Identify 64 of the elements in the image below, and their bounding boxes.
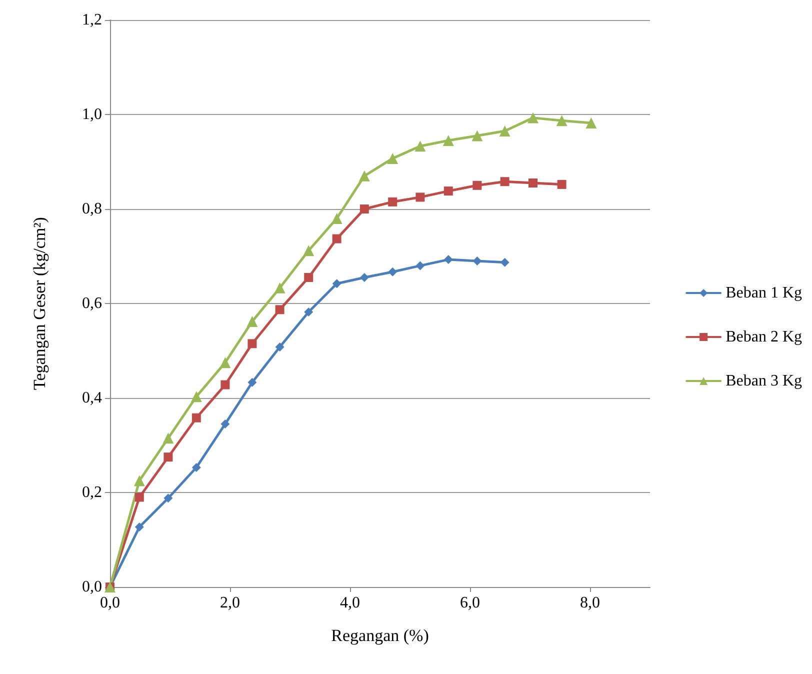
y-tick-label: 0,8	[82, 200, 102, 218]
point	[274, 282, 286, 294]
y-tick-label: 0,6	[82, 295, 102, 312]
point	[472, 256, 482, 266]
point	[134, 492, 144, 502]
point	[416, 261, 425, 270]
point	[360, 273, 369, 282]
point	[304, 308, 314, 317]
point	[444, 255, 453, 264]
point	[556, 115, 568, 126]
point	[500, 258, 510, 267]
y-axis-title: Tegangan Geser (kg/cm²)	[30, 217, 49, 390]
point	[331, 212, 342, 224]
legend-label: Beban 1 Kg	[726, 284, 802, 302]
x-tick-label: 8,0	[580, 594, 600, 612]
point	[388, 267, 398, 276]
y-tick-label: 1,2	[82, 12, 102, 28]
point	[442, 134, 454, 146]
point	[387, 152, 398, 164]
point	[134, 522, 144, 532]
point	[220, 380, 230, 390]
point	[304, 273, 314, 282]
point	[134, 475, 145, 486]
point	[414, 140, 426, 152]
point	[192, 413, 201, 422]
legend-label: Beban 2 Kg	[726, 328, 802, 346]
point	[332, 234, 342, 244]
point	[472, 180, 482, 190]
point	[358, 170, 370, 182]
x-tick-label: 6,0	[460, 594, 480, 612]
point	[444, 186, 453, 196]
y-tick-label: 0,0	[82, 578, 102, 596]
point	[303, 245, 314, 256]
point	[500, 177, 510, 186]
point	[499, 126, 510, 137]
point	[528, 112, 538, 124]
point	[220, 419, 230, 428]
x-tick-label: 4,0	[340, 594, 360, 612]
point	[332, 279, 342, 288]
point	[248, 339, 257, 348]
x-tick-label: 0,0	[100, 594, 120, 612]
legend-label: Beban 3 Kg	[726, 372, 802, 390]
point	[248, 378, 257, 387]
y-tick-label: 0,2	[82, 484, 102, 501]
point	[164, 494, 173, 503]
point	[557, 180, 566, 189]
point	[360, 204, 369, 214]
point	[246, 316, 258, 327]
point	[528, 178, 538, 188]
point	[220, 357, 231, 368]
point	[275, 342, 284, 352]
point	[586, 118, 597, 129]
point	[192, 462, 201, 472]
point	[162, 432, 174, 444]
point	[472, 130, 483, 142]
y-tick-label: 0,4	[82, 390, 102, 406]
y-tick-label: 1,0	[82, 106, 102, 123]
x-axis-title: Regangan (%)	[331, 626, 429, 645]
point	[164, 452, 173, 462]
x-tick-label: 2,0	[220, 594, 240, 612]
point	[388, 197, 398, 206]
point	[190, 391, 202, 402]
point	[275, 305, 284, 314]
point	[416, 192, 425, 202]
